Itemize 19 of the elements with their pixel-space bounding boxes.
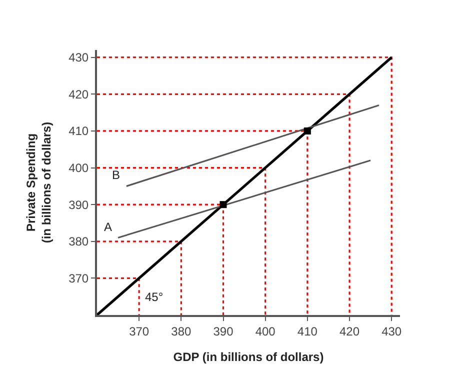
y-tick-label: 410 (68, 124, 89, 138)
x-tick-label: 380 (171, 324, 192, 338)
x-tick-label: 370 (129, 324, 150, 338)
x-tick-label: 410 (297, 324, 318, 338)
y-tick-label: 370 (68, 271, 89, 286)
x-tick-label: 430 (382, 324, 402, 338)
x-tick-label: 400 (255, 324, 276, 338)
x-axis-title: GDP (in billions of dollars) (173, 350, 324, 364)
x-tick-label: 390 (213, 324, 234, 338)
y-tick-label: 380 (68, 234, 89, 249)
y-tick-label: 430 (68, 50, 89, 65)
series-label: B (112, 168, 120, 182)
y-tick-label: 420 (68, 87, 89, 102)
y-tick-label: 390 (68, 198, 89, 212)
y-axis-title: Private Spending (in billions of dollars) (24, 122, 54, 244)
series-label: A (104, 220, 112, 234)
y-tick-label: 400 (68, 160, 89, 175)
annotation: 45° (145, 290, 164, 304)
x-tick-label: 420 (339, 324, 360, 338)
